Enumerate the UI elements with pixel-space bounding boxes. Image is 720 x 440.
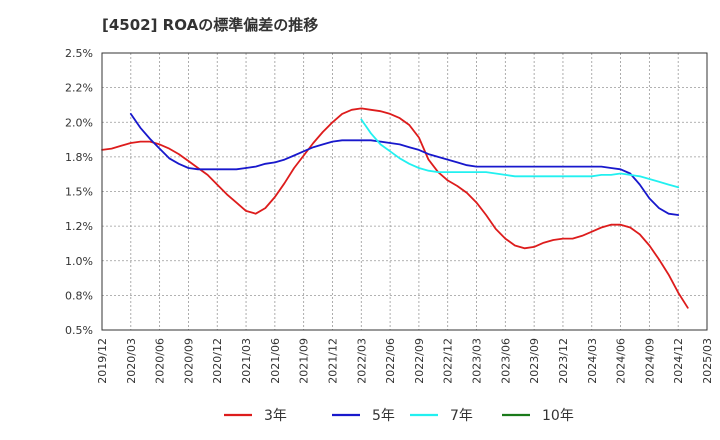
x-tick-label: 2024/03: [586, 338, 599, 384]
x-tick-label: 2021/03: [240, 338, 253, 384]
series-lines: [101, 107, 689, 309]
x-tick-label: 2025/03: [701, 338, 714, 384]
x-tick-label: 2020/12: [211, 338, 224, 384]
y-tick-label: 1.8%: [65, 151, 93, 164]
x-axis-tick-labels: 2019/12 2020/03 2020/06 2020/09 2020/12 2021/…: [96, 338, 714, 384]
y-tick-label: 2.2%: [65, 82, 93, 95]
y-tick-label: 2.5%: [65, 47, 93, 60]
x-tick-label: 2021/06: [269, 338, 282, 384]
y-tick-label: 0.8%: [65, 289, 93, 302]
y-tick-label: 1.0%: [65, 255, 93, 268]
series-line-3: [360, 118, 680, 189]
x-tick-label: 2024/12: [672, 338, 685, 384]
x-tick-label: 2021/09: [298, 338, 311, 384]
legend-label-1: 3年: [264, 408, 287, 424]
plot-area: [102, 53, 707, 330]
y-tick-label: 1.5%: [65, 186, 93, 199]
x-tick-label: 2023/09: [528, 338, 541, 384]
y-tick-label: 2.0%: [65, 116, 93, 129]
chart-title: [4502] ROAの標準偏差の推移: [102, 16, 319, 34]
x-tick-label: 2024/06: [615, 338, 628, 384]
x-tick-label: 2020/09: [182, 338, 195, 384]
x-tick-label: 2022/12: [442, 338, 455, 384]
legend-label-2: 5年: [372, 408, 395, 424]
x-tick-label: 2022/03: [355, 338, 368, 384]
series-line-2: [129, 113, 680, 216]
x-tick-label: 2021/12: [326, 338, 339, 384]
x-tick-label: 2023/06: [499, 338, 512, 384]
x-tick-label: 2019/12: [96, 338, 109, 384]
x-tick-label: 2023/12: [557, 338, 570, 384]
x-tick-label: 2024/09: [643, 338, 656, 384]
plot-frame: [101, 52, 708, 331]
x-tick-label: 2023/03: [471, 338, 484, 384]
x-tick-label: 2022/06: [384, 338, 397, 384]
x-tick-label: 2022/09: [413, 338, 426, 384]
x-tick-label: 2020/06: [154, 338, 167, 384]
legend-label-3: 7年: [450, 408, 473, 424]
y-axis-tick-labels: 0.5% 0.8% 1.0% 1.2% 1.5% 1.8% 2.0% 2.2% 2.5%: [65, 47, 93, 337]
y-tick-label: 0.5%: [65, 324, 93, 337]
legend: 3年 5年 7年 10年: [224, 408, 574, 424]
y-tick-label: 1.2%: [65, 220, 93, 233]
legend-label-4: 10年: [542, 408, 574, 424]
x-tick-label: 2020/03: [125, 338, 138, 384]
grid-lines: [102, 53, 707, 330]
